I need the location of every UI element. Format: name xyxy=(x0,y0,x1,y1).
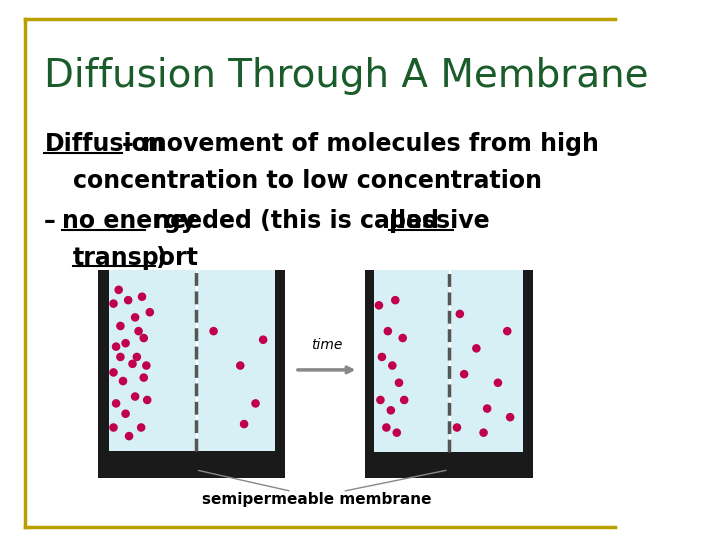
Bar xyxy=(198,270,274,455)
Point xyxy=(110,399,122,408)
Point xyxy=(471,344,482,353)
Point xyxy=(108,368,120,377)
Text: –: – xyxy=(45,209,64,233)
Text: ): ) xyxy=(156,246,166,269)
Point xyxy=(130,313,141,322)
Point xyxy=(390,296,401,305)
Point xyxy=(141,396,153,404)
Point xyxy=(123,432,135,441)
Point xyxy=(376,353,387,361)
Text: – movement of molecules from high: – movement of molecules from high xyxy=(122,132,599,156)
Text: needed (this is called: needed (this is called xyxy=(145,209,447,233)
Point xyxy=(130,392,141,401)
Point xyxy=(393,379,405,387)
Bar xyxy=(274,270,285,455)
Text: no energy: no energy xyxy=(62,209,197,233)
Point xyxy=(382,327,394,335)
Point xyxy=(398,396,410,404)
Point xyxy=(385,406,397,415)
Point xyxy=(140,361,152,370)
Point xyxy=(117,377,129,386)
Point xyxy=(238,420,250,428)
Point xyxy=(373,301,384,309)
Text: Diffusion: Diffusion xyxy=(45,132,165,156)
Point xyxy=(108,299,120,308)
Text: passive: passive xyxy=(390,209,490,233)
Point xyxy=(110,342,122,351)
Point xyxy=(374,396,386,404)
Point xyxy=(387,361,398,370)
Point xyxy=(135,423,147,432)
Point xyxy=(131,353,143,361)
Point xyxy=(478,428,490,437)
Point xyxy=(459,370,470,379)
Point xyxy=(208,327,220,335)
Point xyxy=(454,309,466,318)
Point xyxy=(250,399,261,408)
Point xyxy=(397,334,408,342)
Text: time: time xyxy=(311,338,342,352)
Point xyxy=(144,308,156,316)
Text: transport: transport xyxy=(73,246,199,269)
Point xyxy=(108,423,120,432)
Point xyxy=(482,404,493,413)
Bar xyxy=(365,270,374,455)
Point xyxy=(505,413,516,422)
Text: semipermeable membrane: semipermeable membrane xyxy=(202,492,432,507)
Point xyxy=(492,379,504,387)
Point xyxy=(114,353,126,361)
Point xyxy=(451,423,463,432)
Point xyxy=(138,373,150,382)
Bar xyxy=(374,270,449,455)
Point xyxy=(122,296,134,305)
Point xyxy=(391,428,402,437)
Point xyxy=(120,409,131,418)
Point xyxy=(136,292,148,301)
Point xyxy=(127,360,138,368)
Point xyxy=(138,334,150,342)
Point xyxy=(381,423,392,432)
Point xyxy=(113,286,125,294)
Point xyxy=(502,327,513,335)
Bar xyxy=(99,270,109,455)
Bar xyxy=(99,451,285,478)
Point xyxy=(114,322,126,330)
Text: Diffusion Through A Membrane: Diffusion Through A Membrane xyxy=(45,57,649,94)
Point xyxy=(257,335,269,344)
Point xyxy=(235,361,246,370)
Bar xyxy=(109,270,196,455)
Point xyxy=(132,327,144,335)
Point xyxy=(120,339,131,348)
Bar xyxy=(523,270,533,455)
Bar xyxy=(451,270,523,455)
Bar xyxy=(365,452,533,478)
Text: concentration to low concentration: concentration to low concentration xyxy=(73,169,542,193)
